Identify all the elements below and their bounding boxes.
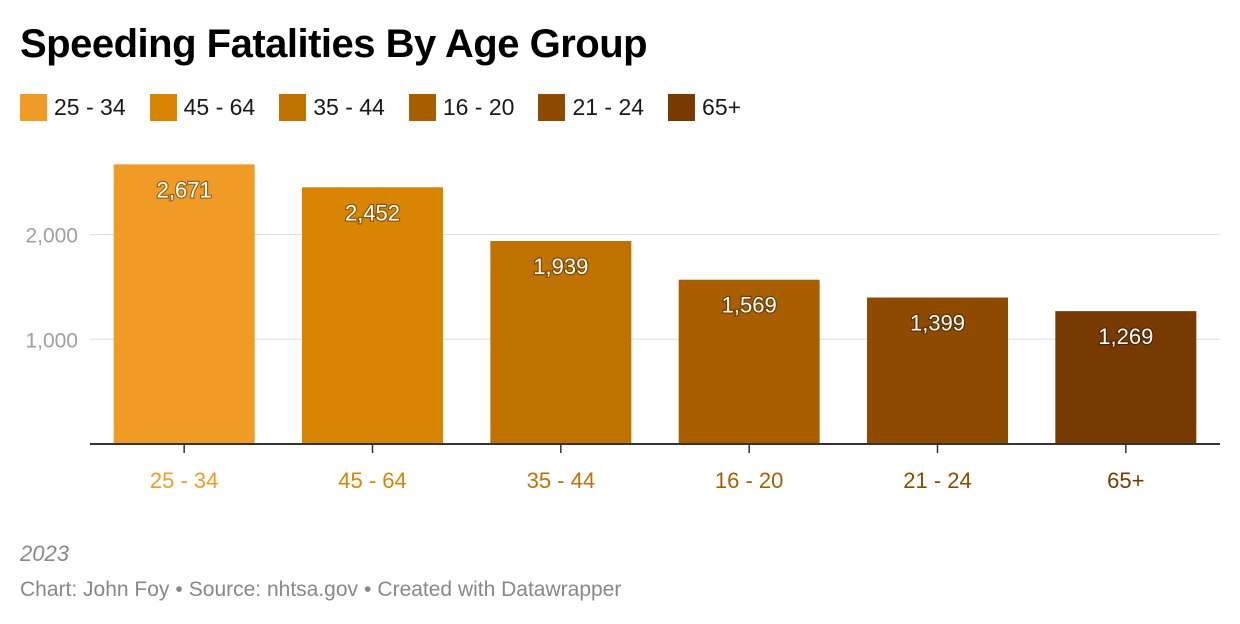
x-tick-label: 21 - 24 — [903, 468, 972, 493]
legend-swatch — [408, 94, 436, 121]
bar — [302, 187, 443, 444]
legend-label: 25 - 34 — [54, 94, 126, 120]
source-text: Source: nhtsa.gov — [188, 578, 359, 601]
legend-item: 16 - 20 — [408, 94, 515, 121]
legend-item: 65+ — [668, 94, 741, 121]
bar — [1055, 311, 1197, 444]
legend-label: 45 - 64 — [183, 94, 256, 120]
data-label: 2,671 — [157, 177, 212, 202]
credit-text: Chart: John Foy — [20, 578, 170, 601]
x-tick-label: 35 - 44 — [527, 468, 596, 493]
bar — [113, 164, 255, 444]
chart-note: 2023 — [20, 541, 69, 566]
created-with-text: Created with Datawrapper — [377, 578, 622, 601]
chart-footer: Chart: John Foy • Source: nhtsa.gov • Create… — [20, 578, 622, 601]
data-label: 1,569 — [722, 293, 777, 318]
legend-label: 21 - 24 — [572, 94, 645, 120]
chart-title: Speeding Fatalities By Age Group — [20, 22, 648, 66]
legend: 25 - 34 45 - 64 35 - 44 16 - 20 21 - 24 65+ — [20, 94, 765, 121]
y-tick-label: 1,000 — [25, 329, 78, 352]
legend-label: 65+ — [702, 94, 742, 120]
bar — [678, 279, 820, 444]
legend-item: 35 - 44 — [279, 94, 385, 121]
x-tick-label: 16 - 20 — [715, 468, 784, 493]
legend-swatch — [20, 94, 47, 121]
data-label: 1,939 — [533, 254, 588, 279]
legend-swatch — [279, 94, 307, 121]
legend-item: 45 - 64 — [149, 94, 256, 121]
legend-swatch — [668, 94, 696, 121]
bar-chart: 1,000 2,000 2,671 25 - 34 2,452 45 - 64 1,939 3… — [25, 164, 1220, 493]
data-label: 1,269 — [1098, 324, 1153, 349]
legend-swatch — [149, 94, 177, 121]
legend-label: 35 - 44 — [313, 94, 385, 120]
legend-swatch — [538, 94, 566, 121]
bar — [490, 240, 632, 444]
legend-item: 25 - 34 — [20, 94, 126, 121]
data-label: 2,452 — [345, 200, 400, 225]
legend-item: 21 - 24 — [538, 94, 644, 121]
data-label: 1,399 — [910, 311, 965, 336]
bar — [867, 297, 1008, 444]
y-tick-label: 2,000 — [25, 225, 78, 248]
x-tick-label: 65+ — [1107, 468, 1144, 493]
legend-label: 16 - 20 — [442, 94, 515, 120]
x-tick-label: 45 - 64 — [338, 468, 407, 493]
x-tick-label: 25 - 34 — [150, 468, 219, 493]
